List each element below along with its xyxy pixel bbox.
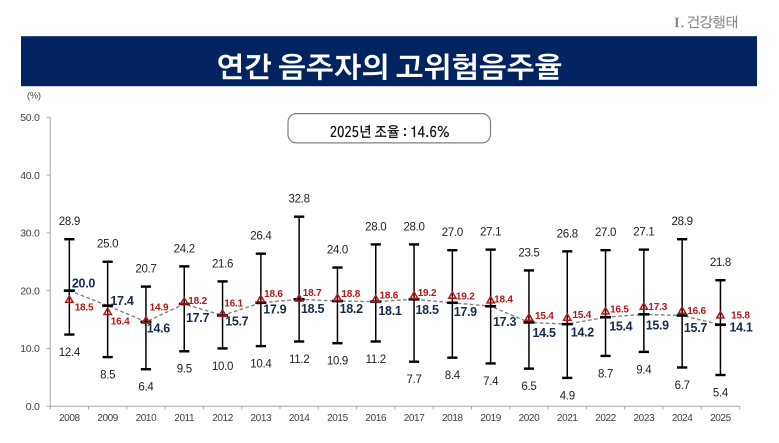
svg-text:25.0: 25.0 [97,239,118,251]
svg-text:7.4: 7.4 [483,376,499,388]
svg-text:10.0: 10.0 [212,361,233,373]
svg-text:2019: 2019 [480,413,501,424]
svg-text:2015: 2015 [327,413,348,424]
svg-text:32.8: 32.8 [289,194,310,206]
svg-text:21.8: 21.8 [710,257,731,269]
svg-text:12.4: 12.4 [59,347,81,359]
svg-text:20.0: 20.0 [20,285,40,297]
svg-text:21.6: 21.6 [212,258,233,270]
svg-text:14.9: 14.9 [150,303,169,314]
svg-text:15.4: 15.4 [535,311,554,322]
svg-text:27.1: 27.1 [480,227,501,239]
svg-text:15.4: 15.4 [609,320,632,334]
svg-text:4.9: 4.9 [560,390,575,402]
svg-text:7.7: 7.7 [407,374,422,386]
svg-text:6.5: 6.5 [521,381,536,393]
svg-text:14.2: 14.2 [571,326,594,340]
svg-text:15.7: 15.7 [225,315,248,329]
svg-text:17.3: 17.3 [493,315,516,329]
svg-text:28.9: 28.9 [672,216,693,228]
svg-text:17.7: 17.7 [186,311,209,325]
svg-text:2023: 2023 [634,413,655,424]
svg-text:2022: 2022 [595,413,616,424]
svg-text:14.1: 14.1 [729,320,752,334]
svg-text:10.4: 10.4 [250,359,272,371]
svg-text:2012: 2012 [212,413,233,424]
svg-text:18.6: 18.6 [380,290,399,301]
svg-text:26.8: 26.8 [557,228,578,240]
svg-text:20.7: 20.7 [135,264,156,276]
svg-text:24.2: 24.2 [174,243,195,255]
svg-text:27.1: 27.1 [633,227,654,239]
svg-text:30.0: 30.0 [20,228,40,240]
svg-text:2008: 2008 [59,413,80,424]
svg-text:24.0: 24.0 [327,244,348,256]
svg-text:2020: 2020 [519,413,540,424]
svg-text:8.5: 8.5 [100,369,115,381]
svg-text:17.4: 17.4 [110,294,133,308]
svg-text:11.2: 11.2 [289,354,309,366]
svg-text:8.4: 8.4 [445,370,461,382]
svg-text:17.3: 17.3 [648,302,667,313]
svg-text:2018: 2018 [442,413,463,424]
svg-text:9.5: 9.5 [177,364,192,376]
svg-text:6.4: 6.4 [138,382,154,394]
svg-text:26.4: 26.4 [250,231,272,243]
svg-text:28.0: 28.0 [365,221,386,233]
svg-text:18.2: 18.2 [340,302,363,316]
svg-text:0.0: 0.0 [26,401,40,413]
svg-text:2014: 2014 [289,413,310,424]
svg-text:18.5: 18.5 [301,302,324,316]
svg-text:14.5: 14.5 [533,326,556,340]
svg-text:(%): (%) [27,91,41,101]
svg-text:14.6: 14.6 [147,321,170,335]
svg-text:40.0: 40.0 [20,170,40,182]
svg-text:18.5: 18.5 [75,302,94,313]
svg-text:50.0: 50.0 [20,112,40,124]
svg-text:17.9: 17.9 [454,305,477,319]
svg-text:9.4: 9.4 [636,364,652,376]
svg-text:2011: 2011 [174,413,195,424]
svg-text:16.5: 16.5 [610,304,629,315]
svg-text:6.7: 6.7 [675,380,690,392]
svg-text:2010: 2010 [136,413,157,424]
svg-text:18.7: 18.7 [303,288,322,299]
svg-text:2016: 2016 [365,413,386,424]
svg-text:19.2: 19.2 [456,291,475,302]
svg-text:15.8: 15.8 [731,310,750,321]
svg-text:2021: 2021 [557,413,578,424]
svg-text:11.2: 11.2 [366,354,386,366]
svg-text:15.4: 15.4 [573,310,592,321]
svg-text:2024: 2024 [672,413,693,424]
svg-text:27.0: 27.0 [442,227,463,239]
svg-text:2017: 2017 [404,413,425,424]
svg-text:18.5: 18.5 [416,303,439,317]
svg-text:20.0: 20.0 [72,276,95,290]
svg-text:28.0: 28.0 [403,221,424,233]
svg-text:18.4: 18.4 [494,295,513,306]
svg-text:2025: 2025 [710,413,731,424]
svg-text:15.9: 15.9 [646,319,669,333]
svg-text:23.5: 23.5 [518,247,539,259]
svg-text:27.0: 27.0 [595,227,616,239]
svg-text:10.9: 10.9 [327,356,348,368]
svg-text:5.4: 5.4 [713,387,729,399]
svg-text:10.0: 10.0 [20,343,40,355]
svg-text:18.8: 18.8 [341,289,360,300]
svg-text:18.1: 18.1 [378,304,401,318]
svg-text:16.6: 16.6 [687,306,706,317]
svg-text:8.7: 8.7 [598,368,613,380]
svg-text:28.9: 28.9 [59,216,80,228]
svg-text:2013: 2013 [251,413,272,424]
svg-text:15.7: 15.7 [684,321,707,335]
svg-text:18.6: 18.6 [264,289,283,300]
svg-text:2009: 2009 [97,413,118,424]
svg-text:16.1: 16.1 [224,299,243,310]
svg-text:18.2: 18.2 [188,296,207,307]
svg-text:16.4: 16.4 [111,317,130,328]
svg-text:17.9: 17.9 [263,303,286,317]
svg-text:19.2: 19.2 [418,288,437,299]
